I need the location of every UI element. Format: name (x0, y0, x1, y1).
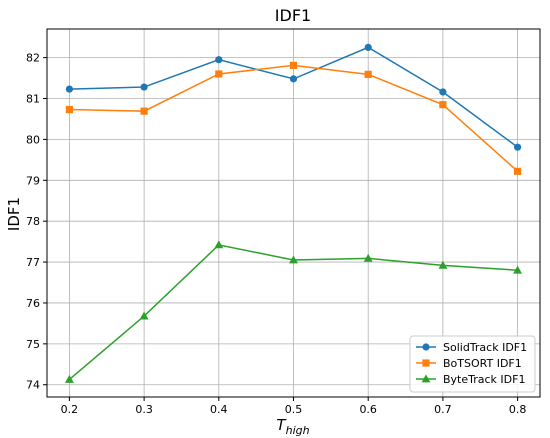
data-point (215, 56, 223, 64)
data-point (140, 83, 148, 91)
data-point (289, 255, 298, 264)
legend-marker (422, 343, 430, 351)
series-solidtrack-idf1 (65, 43, 522, 151)
y-tick-label: 81 (26, 93, 40, 106)
data-point (364, 70, 372, 78)
y-tick-label: 74 (26, 379, 40, 392)
series-group (65, 43, 522, 383)
data-point (65, 105, 74, 114)
x-tick-label: 0.5 (285, 403, 303, 416)
data-point (289, 75, 298, 83)
legend-item: BoTSORT IDF1 (416, 357, 522, 370)
legend-label: SolidTrack IDF1 (443, 341, 527, 354)
data-point (214, 240, 224, 249)
data-point (513, 143, 522, 151)
x-axis-title-main: T (276, 416, 287, 434)
legend-marker (422, 359, 430, 367)
y-tick-label: 79 (26, 174, 40, 187)
legend-box (409, 335, 536, 393)
y-axis-title: IDF1 (5, 197, 23, 231)
legend-item: ByteTrack IDF1 (416, 373, 525, 386)
data-point (140, 107, 148, 115)
y-tick-label: 78 (26, 215, 40, 228)
legend-marker (421, 374, 431, 383)
legend-item: SolidTrack IDF1 (416, 341, 527, 354)
y-tick-label: 82 (26, 52, 40, 65)
x-tick-label: 0.2 (61, 403, 79, 416)
x-tick-label: 0.8 (509, 403, 527, 416)
data-point (364, 43, 372, 52)
data-point (438, 260, 448, 269)
series-botsort-idf1 (65, 61, 522, 175)
legend: SolidTrack IDF1 BoTSORT IDF1 ByteTrack IDF… (409, 335, 536, 393)
y-tick-label: 75 (26, 338, 40, 351)
data-point (439, 88, 447, 96)
data-point (289, 61, 298, 69)
x-tick-label: 0.4 (210, 403, 228, 416)
data-point (363, 253, 373, 262)
legend-label: ByteTrack IDF1 (443, 373, 525, 386)
data-point (65, 374, 74, 383)
x-tick-label: 0.3 (135, 403, 153, 416)
legend-label: BoTSORT IDF1 (443, 357, 522, 370)
data-point (513, 167, 522, 175)
y-tick-label: 76 (26, 297, 40, 310)
data-point (139, 311, 149, 320)
chart-title: IDF1 (275, 6, 311, 25)
x-tick-label: 0.7 (434, 403, 452, 416)
data-point (439, 101, 447, 109)
y-tick-label: 77 (26, 256, 40, 269)
x-axis: 0.2 0.3 0.4 0.5 0.6 0.7 0.8 (61, 397, 527, 416)
series-bytetrack-idf1 (65, 240, 522, 383)
y-axis: 74 75 76 77 78 79 80 81 82 (26, 52, 47, 392)
data-point (513, 265, 522, 274)
y-tick-label: 80 (26, 133, 40, 146)
x-axis-title: Thigh (276, 416, 309, 437)
x-tick-label: 0.6 (359, 403, 377, 416)
data-point (65, 85, 74, 93)
x-axis-title-subscript: high (286, 424, 310, 437)
data-point (215, 70, 223, 78)
